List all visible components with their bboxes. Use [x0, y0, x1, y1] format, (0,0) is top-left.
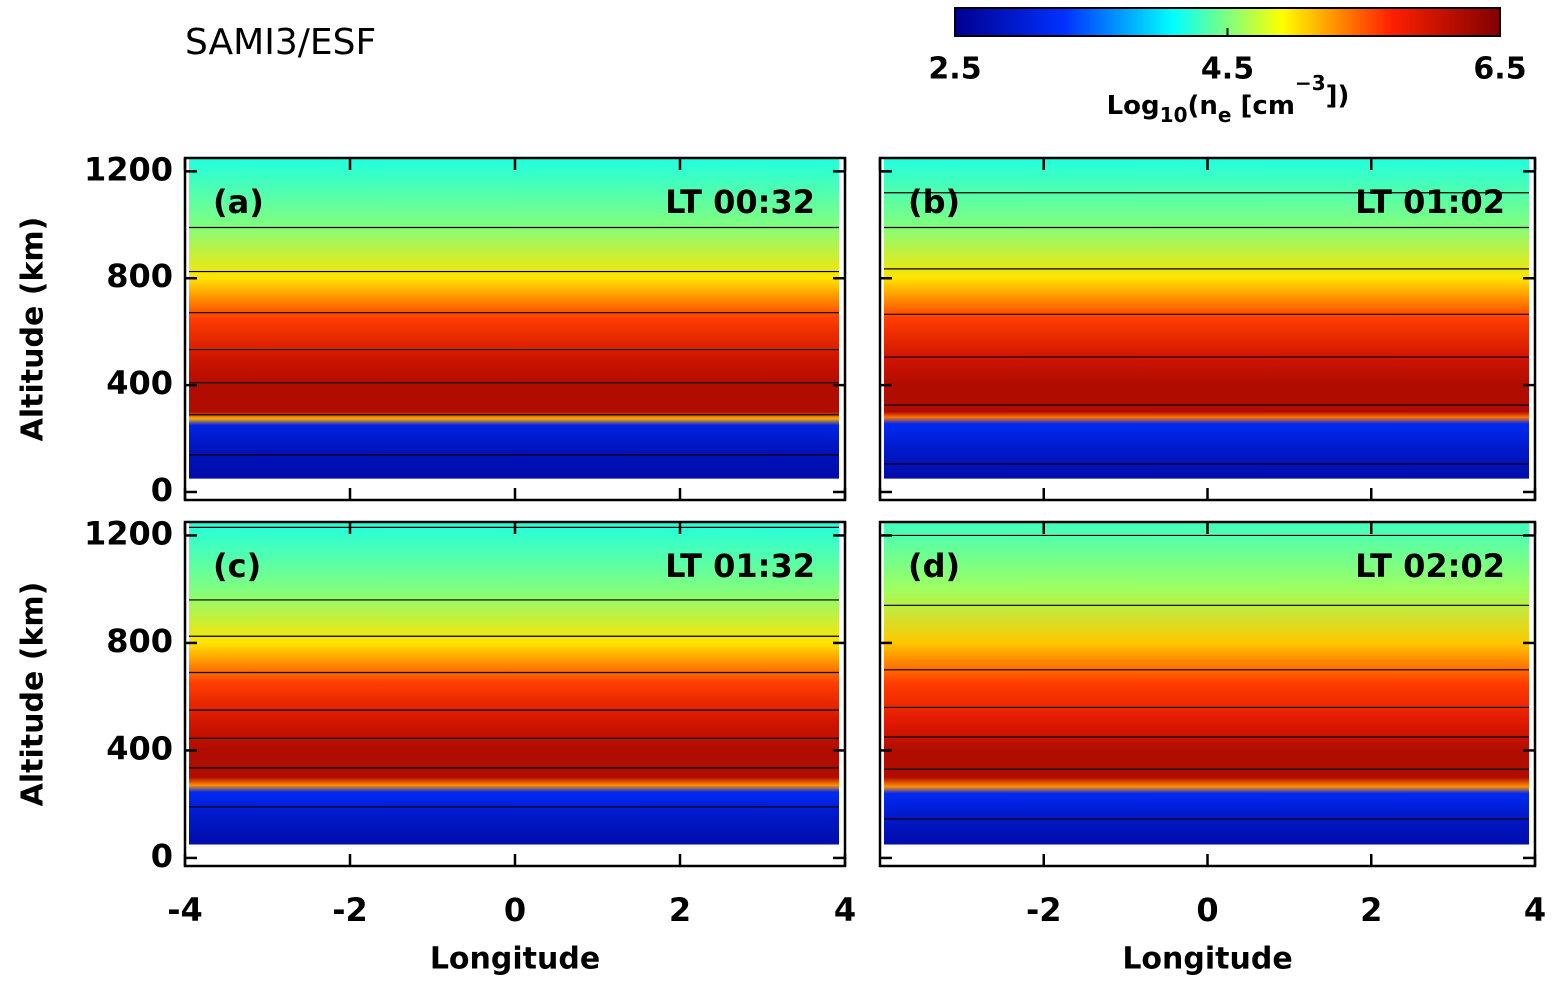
colorbar-label-part: Log	[1107, 91, 1160, 121]
colorbar-label-part: ])	[1326, 81, 1350, 111]
x-axis-label: Longitude	[1122, 942, 1292, 977]
density-field	[189, 158, 839, 479]
figure-title: SAMI3/ESF	[185, 22, 376, 63]
colorbar-label-part: [cm	[1231, 91, 1294, 121]
colorbar-tick-label: 6.5	[1473, 52, 1526, 87]
y-tick-label: 400	[106, 729, 173, 767]
x-axis-label: Longitude	[430, 942, 600, 977]
x-tick-label: 0	[504, 891, 526, 929]
panel-time: LT 01:32	[665, 547, 815, 585]
panel-label: (d)	[908, 547, 960, 585]
x-tick-label: 4	[1524, 891, 1546, 929]
y-tick-label: 0	[151, 471, 173, 509]
x-tick-label: -2	[1026, 891, 1062, 929]
y-tick-label: 800	[106, 622, 173, 660]
y-tick-label: 400	[106, 364, 173, 402]
density-field	[884, 158, 1529, 479]
panel-time: LT 00:32	[665, 183, 815, 221]
panel-label: (c)	[213, 547, 261, 585]
y-tick-label: 0	[151, 837, 173, 875]
colorbar-label-part: 10	[1160, 103, 1188, 127]
colorbar-tick-label: 4.5	[1201, 52, 1254, 87]
y-tick-label: 800	[106, 257, 173, 295]
colorbar-tick-label: 2.5	[928, 52, 981, 87]
x-tick-label: -4	[167, 891, 203, 929]
panel-time: LT 01:02	[1355, 183, 1505, 221]
panel-time: LT 02:02	[1355, 547, 1505, 585]
x-tick-label: 0	[1196, 891, 1218, 929]
y-tick-label: 1200	[84, 514, 173, 552]
density-field	[189, 522, 839, 845]
x-tick-label: 2	[669, 891, 691, 929]
x-tick-label: 4	[834, 891, 856, 929]
panel-label: (a)	[213, 183, 264, 221]
x-tick-label: -2	[332, 891, 368, 929]
colorbar-label-part: (n	[1188, 91, 1218, 121]
density-field	[884, 522, 1529, 845]
y-axis-label: Altitude (km)	[16, 217, 51, 442]
colorbar-label-part: −3	[1295, 71, 1326, 95]
y-axis-label: Altitude (km)	[16, 582, 51, 807]
x-tick-label: 2	[1360, 891, 1382, 929]
colorbar-label-part: e	[1218, 103, 1232, 127]
panel-label: (b)	[908, 183, 960, 221]
y-tick-label: 1200	[84, 150, 173, 188]
colorbar-label: Log10(ne [cm−3])	[1107, 71, 1350, 127]
